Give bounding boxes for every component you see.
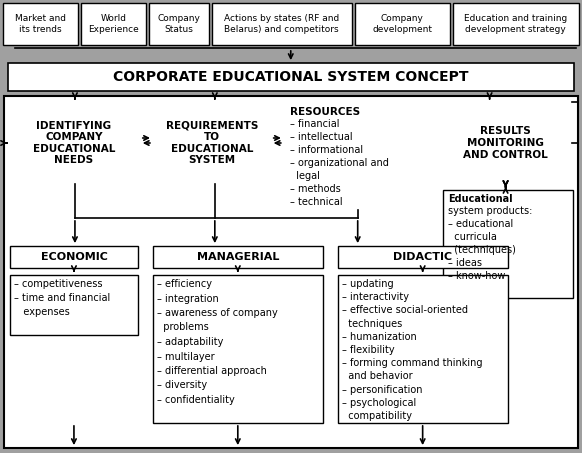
Text: – educational: – educational (448, 219, 513, 229)
Text: – differential approach: – differential approach (157, 366, 267, 376)
Text: MANAGERIAL: MANAGERIAL (197, 252, 279, 262)
Text: – organizational and: – organizational and (290, 158, 389, 168)
Bar (10, 246, 138, 268)
Bar (153, 246, 323, 268)
Bar (153, 275, 323, 423)
Bar (439, 102, 572, 184)
Bar (149, 3, 209, 45)
Text: – technical: – technical (290, 197, 342, 207)
Text: Company
development: Company development (372, 14, 432, 34)
Text: – competitiveness: – competitiveness (14, 279, 102, 289)
Text: expenses: expenses (14, 307, 70, 317)
Text: techniques: techniques (342, 318, 402, 328)
Text: IDENTIFYING
COMPANY
EDUCATIONAL
NEEDS: IDENTIFYING COMPANY EDUCATIONAL NEEDS (33, 120, 115, 165)
Text: World
Experience: World Experience (88, 14, 139, 34)
Text: Educational: Educational (448, 194, 512, 204)
Text: legal: legal (290, 171, 320, 181)
Text: – awareness of company: – awareness of company (157, 308, 278, 318)
Bar (284, 102, 432, 210)
Text: – know-how: – know-how (448, 271, 505, 281)
Bar (443, 190, 573, 298)
Bar (338, 246, 508, 268)
Text: – adaptability: – adaptability (157, 337, 223, 347)
Text: – updating: – updating (342, 279, 393, 289)
Text: – time and financial: – time and financial (14, 293, 110, 303)
Text: – financial: – financial (290, 119, 339, 129)
Text: compatibility: compatibility (342, 411, 411, 421)
Text: – integration: – integration (157, 294, 219, 304)
Text: – ideas: – ideas (448, 258, 482, 268)
Text: – methods: – methods (290, 184, 340, 194)
Bar (3, 3, 78, 45)
Text: – humanization: – humanization (342, 332, 417, 342)
Bar (153, 102, 271, 184)
Text: – interactivity: – interactivity (342, 292, 409, 302)
Text: – psychological: – psychological (342, 398, 416, 408)
Text: Company
Status: Company Status (157, 14, 200, 34)
Bar (338, 275, 508, 423)
Text: – multilayer: – multilayer (157, 352, 215, 361)
Bar (4, 96, 577, 448)
Text: problems: problems (157, 323, 208, 333)
Bar (354, 3, 450, 45)
Text: Actions by states (RF and
Belarus) and competitors: Actions by states (RF and Belarus) and c… (224, 14, 339, 34)
Bar (212, 3, 352, 45)
Text: – personification: – personification (342, 385, 422, 395)
Text: – effective social-oriented: – effective social-oriented (342, 305, 468, 315)
Text: – confidentiality: – confidentiality (157, 395, 235, 405)
Text: and behavior: and behavior (342, 371, 412, 381)
Text: curricula: curricula (448, 232, 496, 242)
Text: CORPORATE EDUCATIONAL SYSTEM CONCEPT: CORPORATE EDUCATIONAL SYSTEM CONCEPT (113, 70, 469, 84)
Text: (techniques): (techniques) (448, 245, 516, 255)
Text: – flexibility: – flexibility (342, 345, 395, 355)
Text: – diversity: – diversity (157, 381, 207, 390)
Text: – intellectual: – intellectual (290, 132, 352, 142)
Bar (10, 275, 138, 335)
Bar (10, 102, 138, 184)
Text: RESOURCES: RESOURCES (290, 107, 360, 117)
Text: DIDACTIC: DIDACTIC (393, 252, 452, 262)
Text: REQUIREMENTS
TO
EDUCATIONAL
SYSTEM: REQUIREMENTS TO EDUCATIONAL SYSTEM (166, 120, 258, 165)
Bar (453, 3, 579, 45)
Text: – forming command thinking: – forming command thinking (342, 358, 482, 368)
Text: – efficiency: – efficiency (157, 279, 212, 289)
Bar (81, 3, 146, 45)
Text: – informational: – informational (290, 145, 363, 155)
Text: ECONOMIC: ECONOMIC (41, 252, 107, 262)
Text: RESULTS
MONITORING
AND CONTROL: RESULTS MONITORING AND CONTROL (463, 126, 548, 159)
Text: system products:: system products: (448, 206, 532, 216)
Text: Education and training
development strategy: Education and training development strat… (464, 14, 567, 34)
Bar (8, 63, 573, 91)
Text: Market and
its trends: Market and its trends (15, 14, 66, 34)
